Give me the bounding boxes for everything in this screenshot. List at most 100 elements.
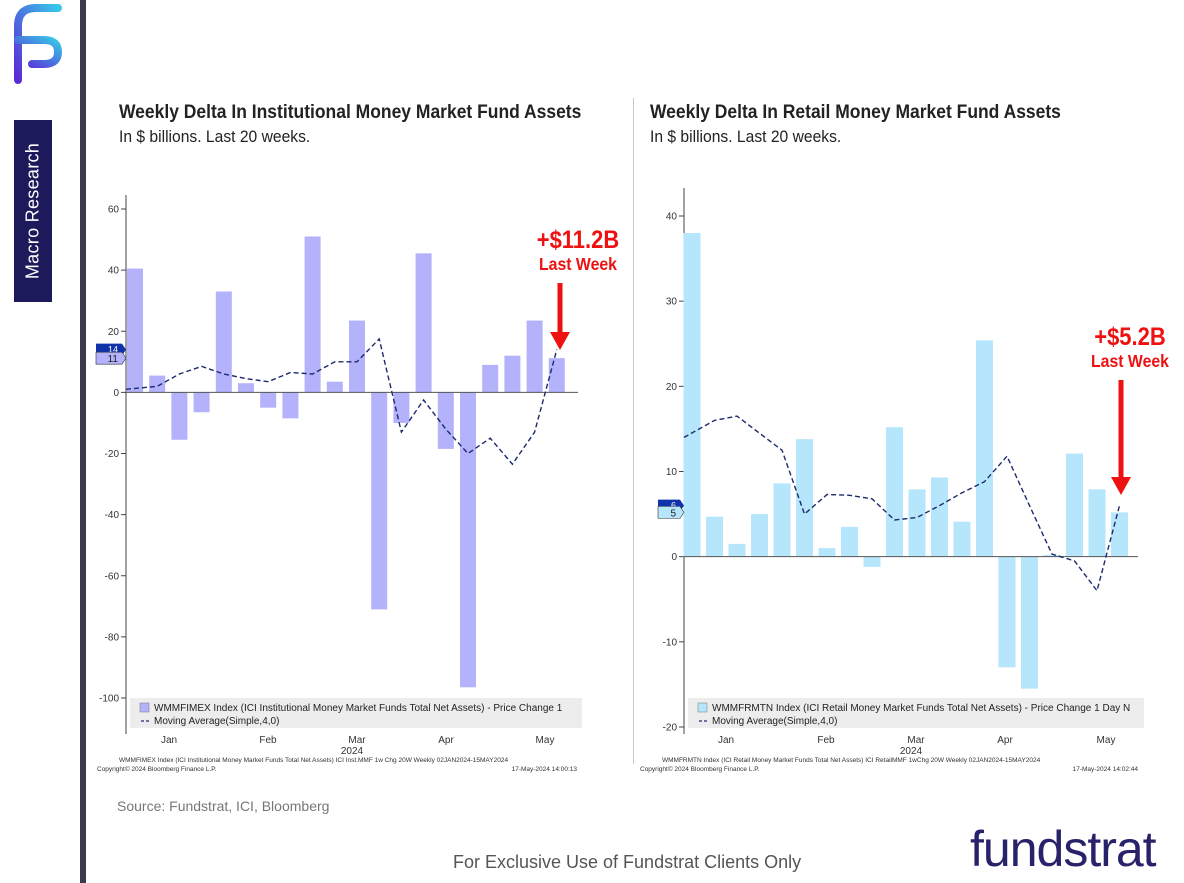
brand-logo: fundstrat	[970, 821, 1157, 877]
retail-y-tick-label: 30	[666, 297, 678, 308]
inst-bar	[149, 375, 166, 393]
inst-bar	[526, 320, 543, 393]
retail-y-tick-label: 10	[666, 467, 678, 478]
inst-chart-subtitle: In $ billions. Last 20 weeks.	[119, 127, 311, 146]
fundstrat-fs-icon	[14, 4, 63, 84]
source-note: Source: Fundstrat, ICI, Bloomberg	[117, 798, 330, 814]
retail-x-tick-label: Feb	[817, 735, 835, 746]
inst-annotation-value: +$11.2B	[537, 226, 620, 254]
retail-x-tick-label: Apr	[997, 735, 1013, 746]
inst-x-tick-label: Jan	[161, 735, 177, 746]
inst-bar	[171, 392, 188, 440]
retail-chart-title: Weekly Delta In Retail Money Market Fund…	[650, 102, 1061, 123]
retail-chart-subtitle: In $ billions. Last 20 weeks.	[650, 127, 842, 146]
inst-bar	[304, 236, 321, 393]
inst-annotation-arrow-head	[550, 332, 570, 350]
inst-y-tick-label: 20	[108, 327, 120, 338]
retail-bar	[751, 514, 768, 557]
inst-bar	[437, 392, 454, 449]
retail-x-tick-label: Jan	[718, 735, 734, 746]
inst-bar	[349, 320, 365, 393]
inst-bar-tag-label: 11	[108, 354, 119, 365]
retail-bar	[841, 526, 858, 557]
sidebar-divider	[80, 0, 86, 883]
retail-bar	[886, 427, 903, 557]
inst-footnote-copyright: Copyright© 2024 Bloomberg Finance L.P.	[97, 765, 217, 773]
retail-x-tick-label: Mar	[907, 735, 925, 746]
retail-y-tick-label: -10	[663, 637, 678, 648]
inst-bar	[260, 392, 277, 408]
retail-bar	[1066, 453, 1083, 557]
retail-annotation-arrow-head	[1111, 477, 1131, 495]
retail-bar	[976, 340, 993, 557]
inst-bar	[282, 392, 299, 419]
inst-legend-line-label: Moving Average(Simple,4,0)	[154, 716, 279, 727]
inst-bar-tag	[95, 351, 127, 365]
inst-bar	[415, 253, 432, 393]
inst-x-tick-label: Feb	[259, 735, 277, 746]
retail-legend-box	[688, 698, 1144, 728]
retail-footnote-copyright: Copyright© 2024 Bloomberg Finance L.P.	[640, 765, 760, 773]
retail-legend-bar-swatch	[697, 702, 708, 713]
inst-bar	[238, 383, 254, 393]
inst-chart-title: Weekly Delta In Institutional Money Mark…	[119, 102, 582, 123]
retail-bar	[796, 439, 813, 557]
chart-divider	[633, 98, 634, 764]
retail-bar	[931, 477, 948, 557]
retail-annotation-value: +$5.2B	[1094, 323, 1166, 351]
retail-bar	[1043, 554, 1061, 557]
retail-x-year-label: 2024	[900, 746, 923, 757]
inst-legend-bar-swatch	[139, 702, 150, 713]
inst-y-tick-label: -20	[105, 449, 120, 460]
inst-x-tick-label: Apr	[438, 735, 454, 746]
inst-y-tick-label: 0	[113, 388, 119, 399]
retail-bar	[706, 516, 723, 557]
retail-x-tick-label: May	[1097, 735, 1116, 746]
inst-y-tick-label: -80	[105, 632, 120, 643]
retail-bar-tag-label: 5	[670, 508, 676, 519]
retail-legend-line-label: Moving Average(Simple,4,0)	[712, 716, 837, 727]
retail-ma-tag-label: 6	[671, 501, 676, 511]
inst-footnote-series: WMMFIMEX Index (ICI Institutional Money …	[119, 757, 508, 764]
retail-bar	[1088, 489, 1106, 557]
inst-x-year-label: 2024	[341, 746, 364, 757]
retail-bar	[818, 548, 836, 557]
inst-bar	[504, 355, 521, 393]
retail-bar	[1111, 512, 1128, 557]
retail-y-tick-label: 20	[666, 382, 678, 393]
inst-legend-bar-label: WMMFIMEX Index (ICI Institutional Money …	[154, 703, 563, 714]
retail-bar	[773, 483, 791, 557]
footer-disclaimer: For Exclusive Use of Fundstrat Clients O…	[453, 852, 802, 872]
inst-bar	[460, 392, 476, 688]
sidebar: Macro Research	[0, 0, 86, 883]
retail-footnote-timestamp: 17-May-2024 14:02:44	[1073, 766, 1139, 773]
retail-bar	[1021, 556, 1038, 689]
inst-moving-average-line	[125, 337, 558, 466]
inst-bar	[193, 392, 210, 413]
retail-legend-bar-label: WMMFRMTN Index (ICI Retail Money Market …	[712, 703, 1130, 714]
retail-bar	[728, 543, 746, 557]
inst-bar	[127, 268, 143, 393]
section-label-box	[14, 120, 52, 302]
retail-bar	[953, 521, 971, 557]
retail-bar-tag	[657, 506, 685, 519]
inst-bar	[371, 392, 388, 610]
inst-legend-box	[130, 698, 582, 728]
retail-footnote-series: WMMFRMTN Index (ICI Retail Money Market …	[662, 757, 1041, 764]
retail-y-tick-label: -20	[663, 723, 678, 734]
inst-y-tick-label: -40	[105, 510, 120, 521]
inst-footnote-timestamp: 17-May-2024 14:00:13	[512, 766, 578, 773]
inst-y-tick-label: -100	[99, 694, 119, 705]
inst-bar	[482, 364, 499, 393]
inst-y-tick-label: 60	[108, 205, 120, 216]
inst-y-tick-label: 40	[108, 266, 120, 277]
inst-bar	[215, 291, 232, 393]
inst-ma-tag-label: 14	[108, 345, 118, 355]
retail-y-tick-label: 40	[666, 212, 678, 223]
retail-bar	[908, 489, 926, 557]
retail-moving-average-line	[683, 415, 1121, 593]
inst-x-tick-label: May	[536, 735, 555, 746]
retail-y-tick-label: 0	[671, 552, 677, 563]
inst-y-tick-label: -60	[105, 571, 120, 582]
